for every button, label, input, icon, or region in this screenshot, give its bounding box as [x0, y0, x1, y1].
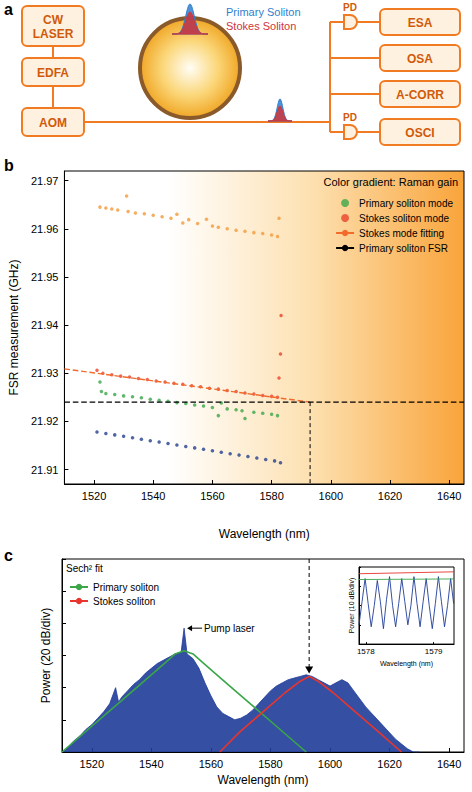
svg-text:AOM: AOM: [39, 116, 67, 130]
svg-text:Power (20 dB/div): Power (20 dB/div): [39, 608, 53, 703]
svg-text:ESA: ESA: [408, 16, 433, 30]
svg-text:OSCI: OSCI: [405, 126, 434, 140]
svg-text:Color gradient: Raman gain: Color gradient: Raman gain: [323, 176, 458, 188]
svg-text:1620: 1620: [378, 490, 402, 502]
svg-text:1600: 1600: [319, 490, 343, 502]
svg-text:Stokes Soliton: Stokes Soliton: [226, 20, 296, 32]
svg-text:Power (10 dB/div): Power (10 dB/div): [348, 578, 356, 634]
svg-text:Primary soliton FSR: Primary soliton FSR: [359, 243, 448, 254]
svg-text:21.97: 21.97: [31, 175, 59, 187]
svg-text:CW: CW: [43, 13, 64, 27]
svg-text:Stokes soliton mode: Stokes soliton mode: [359, 213, 449, 224]
svg-text:1560: 1560: [200, 490, 224, 502]
svg-text:b: b: [4, 157, 14, 174]
svg-text:EDFA: EDFA: [37, 66, 69, 80]
svg-text:Stokes mode fitting: Stokes mode fitting: [359, 228, 444, 239]
svg-text:Primary soliton mode: Primary soliton mode: [359, 198, 453, 209]
svg-text:Stokes soliton: Stokes soliton: [93, 596, 155, 607]
svg-text:PD: PD: [343, 112, 357, 123]
svg-text:1580: 1580: [259, 490, 283, 502]
svg-text:21.91: 21.91: [31, 464, 59, 476]
svg-text:1520: 1520: [82, 490, 106, 502]
svg-text:Primary soliton: Primary soliton: [93, 582, 159, 593]
svg-text:Wavelength (nm): Wavelength (nm): [218, 773, 309, 787]
svg-text:21.92: 21.92: [31, 415, 59, 427]
svg-text:Sech² fit: Sech² fit: [66, 563, 103, 574]
svg-text:21.96: 21.96: [31, 223, 59, 235]
svg-text:1620: 1620: [377, 758, 401, 770]
svg-text:1640: 1640: [437, 758, 461, 770]
svg-text:Pump laser: Pump laser: [204, 623, 255, 634]
svg-text:FSR measurement (GHz): FSR measurement (GHz): [7, 259, 21, 395]
svg-text:1540: 1540: [139, 758, 163, 770]
svg-text:Wavelength (nm): Wavelength (nm): [219, 527, 310, 541]
svg-text:c: c: [4, 547, 13, 564]
svg-text:Wavelength (nm): Wavelength (nm): [380, 660, 433, 668]
svg-text:1580: 1580: [258, 758, 282, 770]
svg-text:21.95: 21.95: [31, 271, 59, 283]
svg-text:a: a: [4, 1, 13, 18]
svg-text:Primary Soliton: Primary Soliton: [226, 6, 301, 18]
svg-text:1579: 1579: [425, 647, 443, 656]
svg-text:A-CORR: A-CORR: [396, 88, 444, 102]
svg-text:OSA: OSA: [407, 52, 433, 66]
svg-text:LASER: LASER: [33, 27, 74, 41]
svg-text:1540: 1540: [141, 490, 165, 502]
svg-text:1560: 1560: [199, 758, 223, 770]
svg-text:1600: 1600: [318, 758, 342, 770]
svg-text:1578: 1578: [357, 647, 375, 656]
svg-text:1520: 1520: [80, 758, 104, 770]
svg-text:1640: 1640: [437, 490, 461, 502]
svg-text:21.94: 21.94: [31, 319, 59, 331]
svg-text:PD: PD: [343, 2, 357, 13]
svg-text:21.93: 21.93: [31, 367, 59, 379]
